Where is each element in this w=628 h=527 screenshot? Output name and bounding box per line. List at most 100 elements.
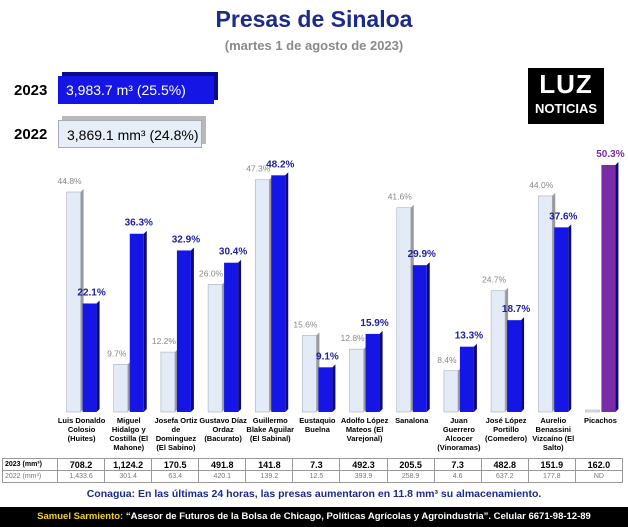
table-cell: 7.3 [433,458,482,471]
footer-bar: Samuel Sarmiento: “Asesor de Futuros de … [0,507,628,527]
value-label: 41.6% [388,192,413,202]
bar-side [96,300,100,412]
table-cell: 708.2 [56,458,106,471]
table-cell: 482.8 [480,458,529,471]
value-label: 32.9% [172,234,200,245]
title: Presas de Sinaloa [215,6,413,32]
value-label: 26.0% [199,268,224,278]
empty-base [585,409,600,413]
bar-side [332,364,336,412]
bar [224,262,239,412]
bar [365,333,380,412]
table-cell: 1,124.2 [104,458,153,471]
table-cell: 301.4 [104,470,153,483]
category-label: Aurelio Benassini Vizcaíno (El Salto) [532,416,575,452]
category-label: Guillermo Blake Aguilar (El Sabinal) [246,416,295,443]
bar-side [379,330,383,412]
value-label: 12.2% [152,336,177,346]
bar-side [238,259,242,412]
value-label: 9.1% [316,351,339,362]
table-cell: 151.9 [527,458,576,471]
logo: LUZ NOTICIAS [528,68,604,124]
subtitle: (martes 1 de agosto de 2023) [224,38,404,53]
value-label: 50.3% [596,149,624,160]
category-label: Sanalona [395,416,429,425]
value-label: 12.8% [341,333,366,343]
value-label: 44.0% [529,180,554,190]
bar [318,367,333,412]
value-label: 47.3% [246,164,271,174]
summary-box: 3,983.7 m³ (25.5%) [58,76,214,104]
table-cell: 492.3 [339,458,388,471]
bar [129,233,144,412]
bar-side [190,247,194,412]
table-cell: 420.1 [198,470,247,483]
value-label: 36.3% [125,218,153,229]
bar [66,191,81,413]
bar-side [615,162,619,412]
bar [271,175,286,412]
data-table: 2023 (mm³) 708.2 1,124.2 170.5 491.8 141.8 7.3… [2,458,624,483]
value-label: 24.7% [482,275,507,285]
bar-side [568,224,572,412]
table-cell: 491.8 [198,458,247,471]
author: Samuel Sarmiento: [37,511,124,522]
category-label: Picachos [583,416,617,425]
value-label: 15.6% [293,319,318,329]
category-label: Eustaquio Buelna [299,416,336,434]
table-cell: 4.6 [433,470,482,483]
category-label: Gustavo Díaz Ordaz (Bacurato) [199,416,247,443]
category-label: Juan Guerrero Alcocer (Vinoramas) [437,416,481,452]
bar [113,364,129,413]
table-cell: 177.8 [527,470,576,483]
bar-side [426,262,430,412]
bar [254,179,270,413]
bar-side [473,343,477,412]
table-cell: 162.0 [574,458,624,471]
bar [302,335,317,413]
summary-year: 2022 [14,126,48,143]
value-label: 8.4% [437,355,457,365]
table-cell: 393.9 [339,470,388,483]
bar [176,250,191,412]
table-cell: 1,433.6 [56,470,106,483]
value-label: 37.6% [549,211,577,222]
value-label: 29.9% [408,249,436,260]
category-label: Josefa Ortiz de Dominguez (El Sabino) [154,416,198,452]
bar [601,165,616,412]
bar-side [285,172,289,412]
bar [443,370,459,413]
table-cell: 637.2 [480,470,529,483]
bar [459,346,474,412]
bar [490,290,506,413]
bar [396,207,412,413]
table-cell: 141.8 [245,458,294,471]
bar [507,320,522,412]
value-label: 44.8% [58,176,83,186]
quote: “Asesor de Futuros de la Bolsa de Chicag… [125,511,591,522]
category-label: Luis Donaldo Colosio (Huites) [57,416,106,443]
row-label: 2022 (mm³) [2,470,58,483]
logo-text: NOTICIAS [534,101,598,116]
summary-box: 3,869.1 mm³ (24.8%) [58,120,202,148]
value-label: 30.4% [219,247,247,258]
value-label: 15.9% [360,318,388,329]
row-label: 2023 (mm³) [2,458,58,471]
table-row: 2022 (mm³) 1,433.6 301.4 63.4 420.1 139.2 12.5… [2,470,624,483]
table-cell: 7.3 [292,458,341,471]
table-cell: 205.5 [386,458,435,471]
value-label: 9.7% [107,348,127,358]
table-cell: 63.4 [151,470,200,483]
bar [537,195,553,413]
bar-side [143,230,147,412]
value-label: 18.7% [502,304,530,315]
logo-text: LUZ [539,69,593,99]
table-cell: 170.5 [151,458,200,471]
table-cell: 258.9 [386,470,435,483]
table-row: 2023 (mm³) 708.2 1,124.2 170.5 491.8 141.8 7.3… [2,458,624,471]
value-label: 22.1% [77,287,105,298]
bar [82,303,97,412]
table-cell: ND [574,470,624,483]
